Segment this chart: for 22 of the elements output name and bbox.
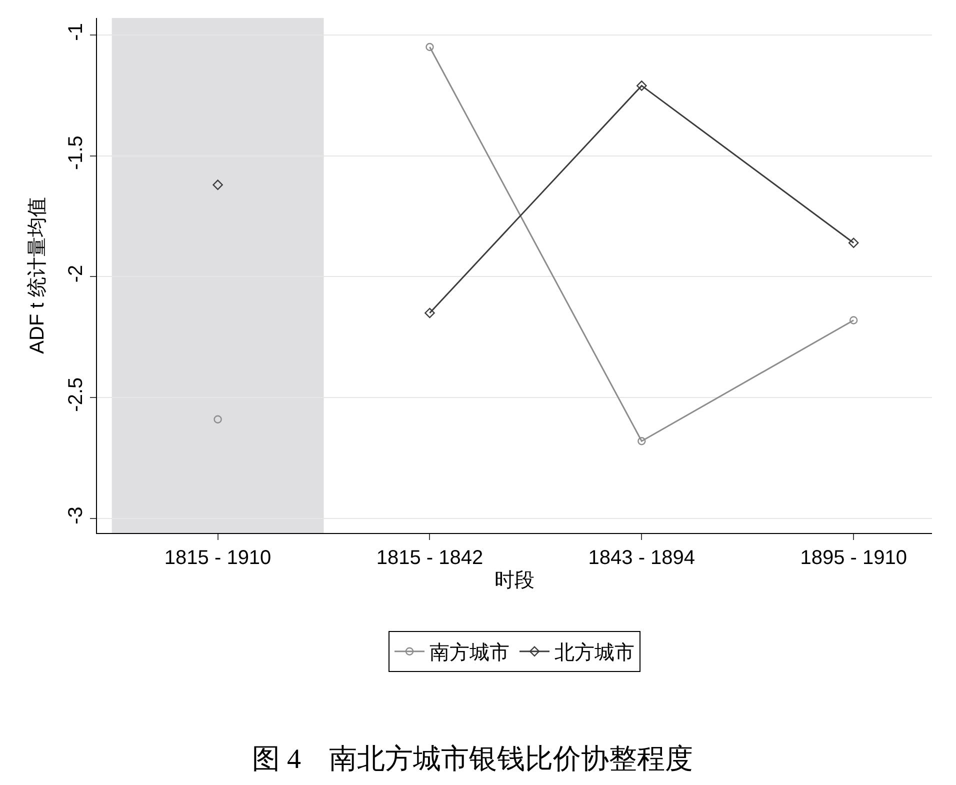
legend-label: 北方城市 <box>554 641 634 664</box>
point <box>426 42 434 52</box>
text: 图 4 南北方城市银钱比价协整程度 <box>252 744 693 775</box>
x-tick-label: 1815 - 1842 <box>376 547 484 569</box>
x-axis-title: 时段 <box>494 570 534 592</box>
legend-label: 南方城市 <box>430 641 510 664</box>
x-tick-label: 1843 - 1894 <box>588 547 696 569</box>
y-tick-label: -1.5 <box>65 136 87 170</box>
y-tick-label: -2.5 <box>65 377 87 412</box>
y-tick-label: -1 <box>65 23 87 41</box>
x-tick-label: 1815 - 1910 <box>164 547 272 569</box>
point <box>636 80 647 91</box>
point <box>848 238 859 248</box>
point <box>212 180 223 190</box>
point <box>849 316 858 324</box>
point <box>214 415 222 424</box>
point <box>424 308 435 318</box>
y-tick-label: -3 <box>65 506 87 524</box>
y-axis-title: ADF t 统计量均值 <box>26 197 48 354</box>
y-tick-label: -2 <box>65 264 87 283</box>
point <box>638 437 646 446</box>
x-tick-label: 1895 - 1910 <box>800 547 907 569</box>
